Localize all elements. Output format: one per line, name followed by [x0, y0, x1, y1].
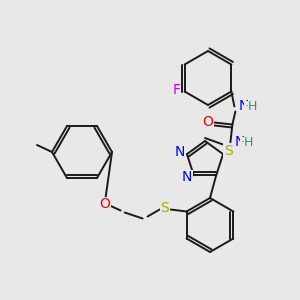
Text: O: O: [99, 197, 110, 212]
Text: N: N: [234, 136, 245, 149]
Text: N: N: [182, 170, 192, 184]
Text: S: S: [160, 202, 169, 215]
Text: N: N: [175, 145, 185, 159]
Text: S: S: [224, 144, 233, 158]
Text: ·H: ·H: [244, 100, 258, 113]
Text: ·H: ·H: [240, 136, 254, 149]
Text: N: N: [238, 100, 249, 113]
Text: F: F: [172, 83, 181, 98]
Text: O: O: [202, 116, 213, 130]
